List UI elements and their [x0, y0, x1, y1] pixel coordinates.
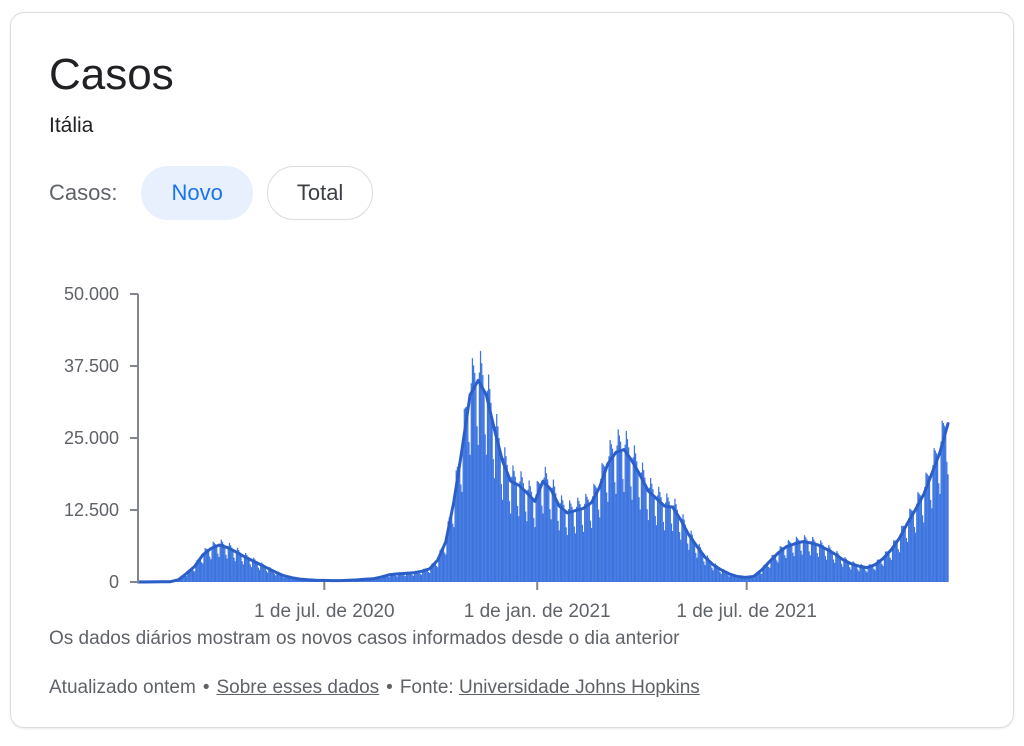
- y-axis-label: 50.000: [63, 284, 119, 304]
- source-prefix: Fonte:: [399, 677, 454, 698]
- y-axis-label: 37.500: [63, 356, 119, 376]
- source-link[interactable]: Universidade Johns Hopkins: [458, 677, 700, 698]
- x-axis-labels: 1 de jul. de 2020 1 de jan. de 2021 1 de j…: [138, 601, 948, 627]
- filter-chip-novo[interactable]: Novo: [141, 166, 253, 220]
- y-axis-label: 0: [108, 572, 119, 592]
- y-axis-label: 12.500: [63, 500, 119, 520]
- y-axis-labels: 0 12.500 25.000 37.500 50.000: [11, 284, 119, 592]
- cases-chart: 0 12.500 25.000 37.500 50.000 1 de jul. de 2…: [11, 13, 1015, 729]
- region-subtitle: Itália: [49, 114, 94, 137]
- dot-separator: •: [202, 677, 210, 698]
- chart-axes: [130, 293, 748, 590]
- y-axis-label: 25.000: [63, 428, 119, 448]
- filter-chip-total-label: Total: [296, 180, 344, 205]
- x-axis-label: 1 de jan. de 2021: [463, 601, 611, 622]
- filter-chip-novo-label: Novo: [171, 180, 223, 205]
- source-footer: Atualizado ontem • Sobre esses dados • Fonte…: [49, 676, 700, 700]
- x-axis-label: 1 de jul. de 2020: [254, 601, 395, 622]
- cases-filter-row: Casos: Novo Total: [49, 165, 374, 221]
- daily-bars-series: [137, 350, 949, 582]
- dot-separator: •: [386, 677, 393, 698]
- filter-chip-total[interactable]: Total: [266, 166, 374, 220]
- about-data-link[interactable]: Sobre esses dados: [216, 677, 380, 698]
- chart-caption: Os dados diários mostram os novos casos …: [49, 628, 680, 649]
- trend-line-series: [136, 378, 950, 584]
- cases-chart-plot[interactable]: [118, 290, 956, 604]
- x-axis-label: 1 de jul. de 2021: [676, 601, 817, 622]
- cases-filter-label: Casos:: [49, 180, 118, 205]
- updated-text: Atualizado ontem: [49, 677, 196, 698]
- page-title: Casos: [49, 50, 174, 99]
- covid-stats-card: Casos Itália Casos: Novo Total 0 12.500 25…: [10, 12, 1014, 728]
